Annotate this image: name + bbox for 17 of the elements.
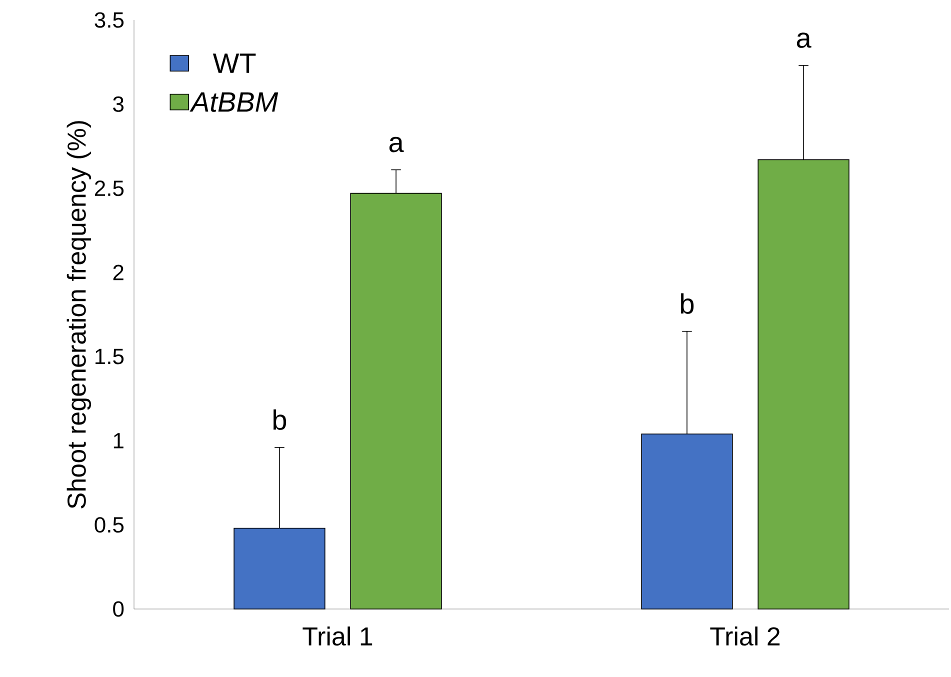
y-tick-label: 1: [114, 433, 124, 448]
y-tick-label: 1.5: [96, 348, 124, 364]
y-tick-label: 3: [113, 96, 124, 112]
y-tick-label: 2.5: [95, 180, 124, 196]
y-tick-label: 0: [113, 601, 124, 617]
annotation: a: [389, 136, 404, 152]
y-axis-title: Shoot regeneration frequency (%): [66, 121, 92, 508]
annotation: b: [681, 293, 694, 314]
x-tick-label: Trial 1: [302, 626, 372, 646]
x-tick-label: Trial 2: [710, 626, 780, 646]
legend-label: WT: [212, 54, 256, 73]
y-tick-label: 2: [113, 264, 124, 280]
y-tick-label: 0.5: [94, 517, 124, 533]
annotation: b: [274, 409, 286, 430]
legend-label: AtBBM: [190, 92, 278, 112]
y-tick-label: 3.5: [94, 12, 124, 28]
annotation: a: [796, 32, 812, 48]
